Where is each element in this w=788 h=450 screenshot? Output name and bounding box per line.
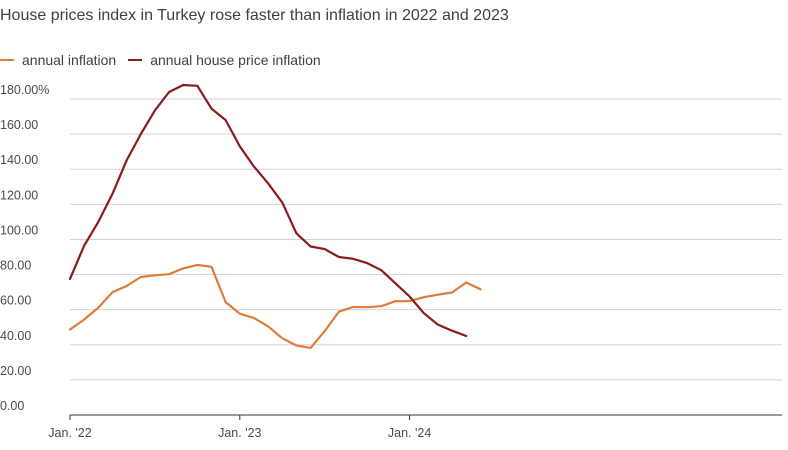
x-tick-label: Jan. '23 [218,426,261,440]
x-tick-label: Jan. '22 [48,426,91,440]
y-tick-label: 20.00 [0,364,31,378]
series-line-house-price-inflation [68,83,468,338]
legend-label-house-price-inflation: annual house price inflation [150,52,321,68]
y-tick-label: 120.00 [0,188,38,202]
legend-item-house-price-inflation: annual house price inflation [128,52,321,68]
y-tick-label: 100.00 [0,223,38,237]
x-tick-label: Jan. '24 [388,426,431,440]
legend-label-annual-inflation: annual inflation [22,52,117,68]
y-tick-label: 0.00 [0,399,24,413]
chart-title: House prices index in Turkey rose faster… [0,7,509,24]
y-tick-label: 160.00 [0,118,38,132]
y-tick-label: 140.00 [0,153,38,167]
legend-swatch-house-price-inflation [128,59,143,61]
legend-item-annual-inflation: annual inflation [0,52,116,68]
y-tick-label: 80.00 [0,259,31,273]
y-tick-label: 180.00% [0,83,49,97]
legend: annual inflation annual house price infl… [0,52,333,68]
y-tick-label: 40.00 [0,329,31,343]
legend-swatch-annual-inflation [0,59,14,61]
y-tick-label: 60.00 [0,294,31,308]
